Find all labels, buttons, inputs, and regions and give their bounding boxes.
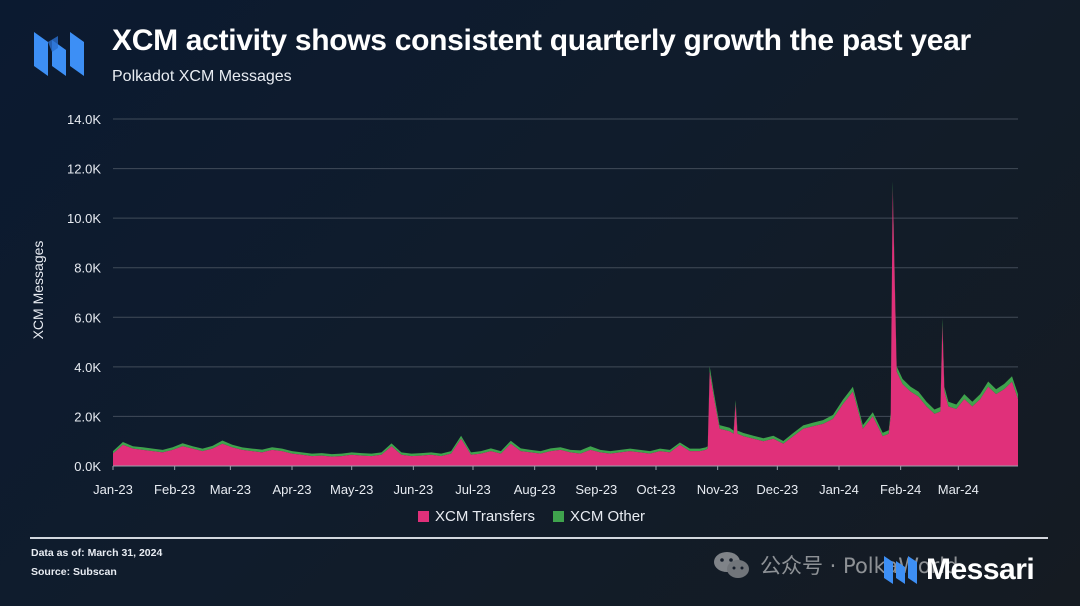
x-tick-label: Dec-23 [756, 482, 798, 497]
source-note: Source: Subscan [31, 566, 117, 578]
watermark: 公众号 · PolkaWorld [712, 549, 958, 581]
messari-brand-icon [884, 556, 917, 584]
x-tick-label: Jun-23 [393, 482, 433, 497]
y-tick-label: 10.0K [67, 211, 101, 226]
y-tick-label: 4.0K [74, 360, 101, 375]
y-tick-label: 6.0K [74, 310, 101, 325]
legend-label-other: XCM Other [570, 508, 646, 525]
x-tick-label: Jan-23 [93, 482, 133, 497]
chart-title: XCM activity shows consistent quarterly … [112, 24, 971, 57]
series-area-xcm-other [113, 181, 1018, 457]
footer-divider [30, 537, 1048, 539]
y-tick-label: 2.0K [74, 409, 101, 424]
x-tick-label: Sep-23 [575, 482, 617, 497]
x-tick-label: Jan-24 [819, 482, 859, 497]
x-tick-label: Mar-24 [938, 482, 979, 497]
y-tick-label: 0.0K [74, 459, 101, 474]
y-tick-label: 14.0K [67, 112, 101, 127]
x-tick-label: Oct-23 [636, 482, 675, 497]
brand-name: Messari [926, 553, 1035, 586]
x-tick-label: Mar-23 [210, 482, 251, 497]
messari-brand: Messari [884, 553, 1035, 587]
legend-item-transfers: XCM Transfers [418, 508, 535, 525]
watermark-text: 公众号 · PolkaWorld [760, 554, 959, 578]
legend-swatch-transfers [418, 511, 429, 522]
chart-subtitle: Polkadot XCM Messages [112, 68, 292, 85]
wechat-icon [714, 552, 749, 578]
x-tick-label: May-23 [330, 482, 373, 497]
y-tick-label: 12.0K [67, 162, 101, 177]
data-as-of-note: Data as of: March 31, 2024 [31, 547, 163, 559]
legend-label-transfers: XCM Transfers [435, 508, 536, 525]
x-tick-label: Apr-23 [272, 482, 311, 497]
x-tick-label: Jul-23 [455, 482, 490, 497]
x-tick-label: Aug-23 [514, 482, 556, 497]
y-tick-label: 8.0K [74, 261, 101, 276]
chart-legend: XCM Transfers XCM Other [418, 508, 645, 525]
series-area-xcm-transfers [113, 188, 1018, 466]
messari-logo-icon [34, 32, 84, 76]
legend-item-other: XCM Other [553, 508, 645, 525]
x-tick-label: Feb-24 [880, 482, 921, 497]
x-tick-label: Nov-23 [697, 482, 739, 497]
legend-swatch-other [553, 511, 565, 522]
x-tick-label: Feb-23 [154, 482, 195, 497]
